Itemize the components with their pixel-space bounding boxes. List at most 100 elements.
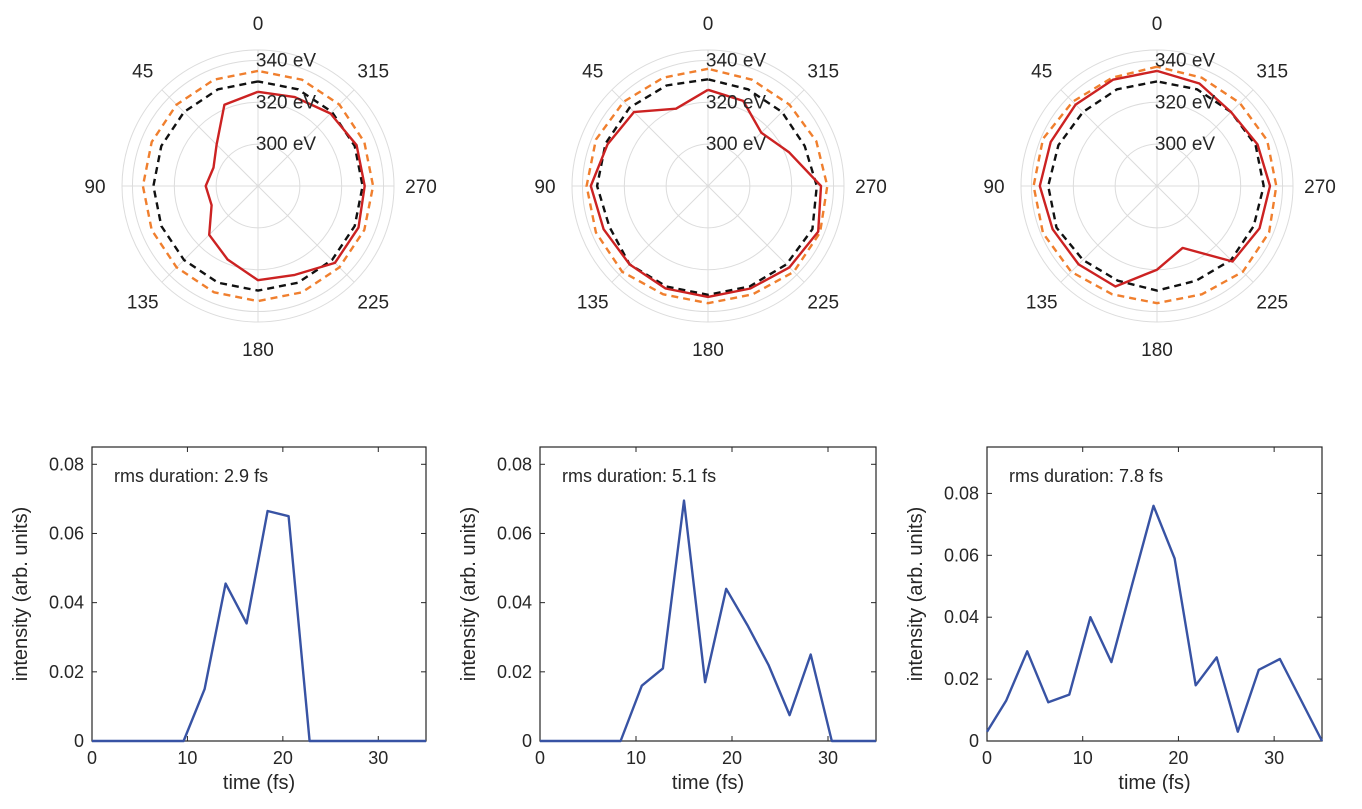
- polar-spoke: [611, 185, 709, 283]
- y-tick-label: 0.02: [49, 662, 84, 682]
- angle-tick-label: 135: [1026, 292, 1058, 313]
- polar-spoke: [257, 185, 355, 283]
- y-tick-label: 0.06: [49, 523, 84, 543]
- series-line: [92, 509, 426, 743]
- polar-spoke: [707, 89, 805, 187]
- angle-tick-label: 45: [1031, 62, 1052, 83]
- polar-series-line-3: [1038, 69, 1272, 288]
- y-tick-label: 0.06: [497, 523, 532, 543]
- x-axis-label: time (fs): [672, 772, 744, 794]
- y-tick-label: 0.08: [497, 454, 532, 474]
- angle-tick-label: 180: [1141, 340, 1173, 361]
- polar-series-line-3: [204, 90, 366, 282]
- y-tick-label: 0.04: [49, 593, 84, 613]
- angle-tick-label: 225: [807, 292, 839, 313]
- radial-tick-label: 300 eV: [256, 134, 317, 155]
- x-tick-label: 0: [535, 748, 545, 768]
- radial-tick-label: 340 eV: [706, 50, 767, 71]
- y-tick-label: 0: [969, 731, 979, 751]
- radial-tick-label: 340 eV: [256, 50, 317, 71]
- y-tick-label: 0.04: [944, 607, 979, 627]
- series-line: [540, 499, 876, 743]
- y-tick-label: 0: [522, 731, 532, 751]
- x-tick-label: 10: [626, 748, 646, 768]
- y-tick-label: 0.02: [497, 662, 532, 682]
- y-tick-label: 0.06: [944, 545, 979, 565]
- angle-tick-label: 45: [582, 62, 603, 83]
- polar-spoke: [257, 89, 355, 187]
- y-axis-label: intensity (arb. units): [10, 507, 32, 682]
- x-tick-label: 0: [982, 748, 992, 768]
- angle-tick-label: 315: [1256, 62, 1288, 83]
- angle-tick-label: 0: [253, 14, 264, 35]
- x-tick-label: 10: [1073, 748, 1093, 768]
- x-tick-label: 30: [1264, 748, 1284, 768]
- series-line: [985, 504, 1324, 742]
- plot-frame: [986, 446, 1323, 742]
- polar-spoke: [707, 185, 805, 283]
- rms-annotation: rms duration: 5.1 fs: [562, 466, 716, 486]
- line-plot-1: 0 10 20 30 0 0.02 0.04 0.06 0.08 rms duration: 2.…: [10, 446, 427, 794]
- polar-plot-3: 300 eV 320 eV 340 eV 0 45 90 135 180 225 270 315: [983, 14, 1335, 361]
- angle-tick-label: 0: [703, 14, 714, 35]
- angle-tick-label: 315: [807, 62, 839, 83]
- line-plot-2: 0 10 20 30 0 0.02 0.04 0.06 0.08 rms duration: 5.…: [458, 446, 877, 794]
- angle-tick-label: 0: [1152, 14, 1163, 35]
- y-axis-label: intensity (arb. units): [458, 507, 480, 682]
- polar-spoke: [1156, 185, 1254, 283]
- radial-tick-label: 320 eV: [256, 92, 317, 113]
- angle-tick-label: 270: [855, 177, 887, 198]
- angle-tick-label: 135: [577, 292, 609, 313]
- x-axis-label: time (fs): [1118, 772, 1190, 794]
- polar-series-line-1: [1032, 65, 1278, 305]
- angle-tick-label: 135: [127, 292, 159, 313]
- radial-tick-label: 300 eV: [706, 134, 767, 155]
- polar-series-line-3: [589, 88, 823, 299]
- plot-frame: [539, 446, 877, 742]
- x-tick-label: 20: [1168, 748, 1188, 768]
- angle-tick-label: 225: [1256, 292, 1288, 313]
- polar-spoke: [1156, 89, 1254, 187]
- polar-spoke: [611, 89, 709, 187]
- line-plot-3: 0 10 20 30 0 0.02 0.04 0.06 0.08 rms duration: 7.…: [905, 446, 1324, 794]
- x-tick-label: 10: [177, 748, 197, 768]
- polar-spoke: [1060, 89, 1158, 187]
- x-tick-label: 20: [722, 748, 742, 768]
- y-tick-label: 0.02: [944, 669, 979, 689]
- x-tick-label: 30: [368, 748, 388, 768]
- polar-plot-2: 300 eV 320 eV 340 eV 0 45 90 135 180 225 270 315: [534, 14, 886, 361]
- x-tick-label: 0: [87, 748, 97, 768]
- polar-series-line-1: [585, 67, 829, 305]
- angle-tick-label: 225: [357, 292, 389, 313]
- angle-tick-label: 270: [1304, 177, 1336, 198]
- angle-tick-label: 270: [405, 177, 437, 198]
- x-axis-label: time (fs): [223, 772, 295, 794]
- radial-tick-label: 320 eV: [706, 92, 767, 113]
- radial-tick-label: 320 eV: [1155, 92, 1216, 113]
- polar-series-line-2: [1046, 80, 1265, 292]
- x-tick-label: 30: [818, 748, 838, 768]
- polar-series-line-2: [595, 78, 818, 296]
- y-tick-label: 0.04: [497, 593, 532, 613]
- angle-tick-label: 180: [242, 340, 274, 361]
- rms-annotation: rms duration: 7.8 fs: [1009, 466, 1163, 486]
- radial-tick-label: 300 eV: [1155, 134, 1216, 155]
- angle-tick-label: 90: [534, 177, 555, 198]
- angle-tick-label: 45: [132, 62, 153, 83]
- angle-tick-label: 315: [357, 62, 389, 83]
- polar-spoke: [1060, 185, 1158, 283]
- plot-frame: [91, 446, 427, 742]
- y-tick-label: 0: [74, 731, 84, 751]
- angle-tick-label: 90: [983, 177, 1004, 198]
- y-axis-label: intensity (arb. units): [905, 507, 927, 682]
- y-tick-label: 0.08: [944, 483, 979, 503]
- polar-plot-1: 300 eV 320 eV 340 eV 0 45 90 135 180 225 270 315: [84, 14, 436, 361]
- rms-annotation: rms duration: 2.9 fs: [114, 466, 268, 486]
- y-tick-label: 0.08: [49, 454, 84, 474]
- x-tick-label: 20: [273, 748, 293, 768]
- angle-tick-label: 90: [84, 177, 105, 198]
- polar-spoke: [161, 89, 259, 187]
- radial-tick-label: 340 eV: [1155, 50, 1216, 71]
- angle-tick-label: 180: [692, 340, 724, 361]
